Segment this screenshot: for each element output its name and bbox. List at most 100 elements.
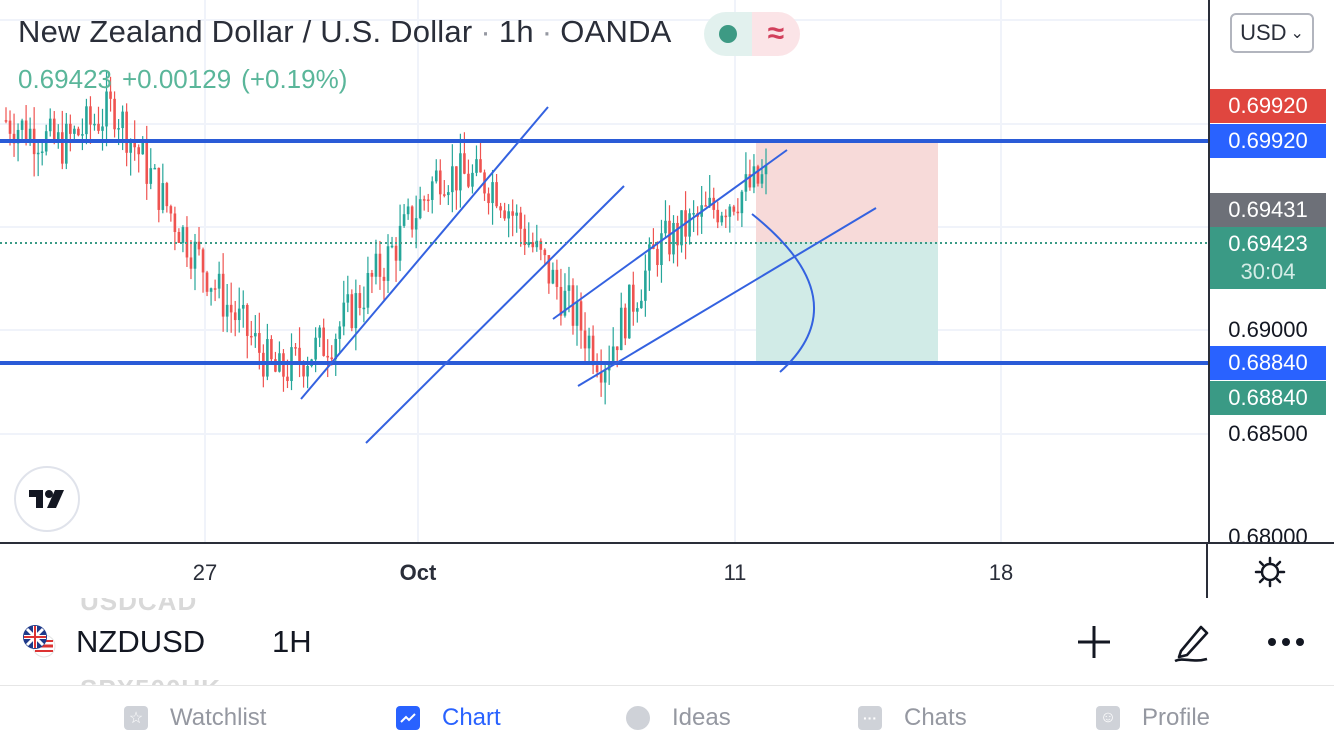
- nav-ideas[interactable]: Ideas: [626, 704, 731, 732]
- nav-profile[interactable]: ☺ Profile: [1096, 704, 1210, 732]
- currency-select[interactable]: USD ⌄: [1230, 13, 1314, 53]
- candle-body: [648, 244, 651, 271]
- plus-icon: [1078, 626, 1110, 658]
- candle-body: [378, 253, 382, 277]
- candle-body: [346, 294, 350, 303]
- candle-body: [28, 128, 32, 142]
- candle-body: [619, 307, 623, 351]
- candle-body: [85, 106, 88, 135]
- gear-icon[interactable]: [1254, 556, 1286, 588]
- high-price-label: 0.69431: [1210, 193, 1326, 227]
- candle-body: [543, 249, 547, 256]
- symbol-bar[interactable]: USDCAD NZDUSD 1H SPX500UK: [0, 598, 1334, 686]
- chart-pane[interactable]: New Zealand Dollar / U.S. Dollar · 1h · OAND…: [0, 0, 1208, 542]
- candle-body: [587, 335, 591, 349]
- more-button[interactable]: [1264, 620, 1308, 664]
- channel-1-upper: [300, 106, 549, 400]
- candle-body: [418, 199, 422, 219]
- resistance-price-label: 0.69920: [1210, 124, 1326, 158]
- candle-body: [69, 123, 72, 134]
- candle-body: [676, 222, 679, 246]
- candle-body: [692, 213, 695, 215]
- nav-chart[interactable]: Chart: [396, 704, 501, 732]
- candle-body: [306, 365, 309, 377]
- candle-body: [366, 272, 370, 308]
- market-status-pill[interactable]: ≈: [704, 12, 800, 56]
- candle-body: [294, 347, 297, 349]
- nav-watchlist[interactable]: ☆ Watchlist: [124, 704, 266, 732]
- candle-body: [471, 172, 474, 187]
- candle-body: [217, 273, 221, 289]
- candle-body: [668, 220, 671, 255]
- candle-body: [672, 222, 675, 255]
- candle-body: [599, 371, 603, 383]
- candle-body: [660, 233, 663, 266]
- smile-icon: ☺: [1096, 706, 1120, 730]
- candle-body: [8, 120, 12, 134]
- candle-body: [507, 211, 510, 219]
- nav-ideas-label: Ideas: [672, 704, 731, 731]
- price-scale[interactable]: USD ⌄ 0.69920 0.69920 0.69431 0.69423 30:…: [1208, 0, 1334, 542]
- candle-body: [716, 209, 720, 223]
- candle-body: [451, 166, 454, 193]
- candle-body: [89, 106, 92, 125]
- candle-body: [97, 123, 100, 131]
- time-axis[interactable]: 27 Oct 11 18: [0, 542, 1334, 600]
- candle-body: [189, 257, 193, 269]
- candle-body: [438, 170, 442, 195]
- candle-body: [36, 152, 40, 155]
- tradingview-logo-icon[interactable]: [14, 466, 80, 532]
- candle-body: [539, 240, 543, 250]
- price-change: +0.00129: [121, 64, 232, 94]
- candle-body: [322, 327, 325, 356]
- candle-body: [523, 228, 527, 246]
- candle-body: [286, 376, 289, 382]
- candle-body: [77, 128, 80, 136]
- currency-flags-icon: [23, 625, 56, 658]
- candle-body: [664, 220, 667, 234]
- candle-body: [105, 91, 108, 127]
- nav-watchlist-label: Watchlist: [170, 704, 267, 731]
- candle-body: [627, 284, 631, 339]
- candle-body: [113, 98, 116, 130]
- time-tick: 18: [988, 560, 1014, 585]
- candle-body: [422, 199, 426, 201]
- candle-body: [274, 359, 277, 372]
- price-tick: 0.69000: [1228, 317, 1308, 342]
- drawing-tools-button[interactable]: [1170, 620, 1214, 664]
- candle-body: [177, 231, 181, 243]
- candle-body: [145, 142, 149, 184]
- instrument-name: New Zealand Dollar / U.S. Dollar: [18, 14, 473, 49]
- timeframe-label[interactable]: 1H: [272, 624, 312, 659]
- candle-body: [358, 293, 362, 309]
- candle-body: [720, 215, 724, 223]
- instrument-title[interactable]: New Zealand Dollar / U.S. Dollar · 1h · OAND…: [18, 14, 672, 50]
- candle-body: [623, 307, 627, 339]
- chart-icon: [396, 706, 420, 730]
- candle-body: [237, 308, 241, 321]
- candle-body: [390, 245, 394, 248]
- candle-body: [463, 153, 466, 174]
- nav-chats-label: Chats: [904, 704, 967, 731]
- candle-body: [555, 269, 559, 287]
- price-chart[interactable]: [0, 0, 1208, 542]
- candle-body: [531, 242, 535, 248]
- candle-body: [636, 308, 639, 312]
- candle-body: [109, 91, 112, 99]
- candle-body: [56, 132, 60, 141]
- candle-body: [117, 128, 120, 130]
- candle-body: [402, 214, 406, 226]
- candle-body: [447, 192, 450, 196]
- candle-body: [467, 173, 470, 187]
- add-button[interactable]: [1072, 620, 1116, 664]
- channel-2-lower: [577, 207, 877, 387]
- time-tick: 11: [723, 560, 747, 585]
- price-tick: 0.68000: [1228, 524, 1308, 542]
- nav-chats[interactable]: ··· Chats: [858, 704, 967, 732]
- candle-body: [20, 120, 24, 130]
- symbol-name[interactable]: NZDUSD: [76, 624, 206, 659]
- current-price-label: 0.69423 30:04: [1210, 227, 1326, 289]
- candle-body: [254, 333, 257, 337]
- next-symbol-ghost: SPX500UK: [80, 674, 221, 685]
- candle-body: [611, 346, 615, 363]
